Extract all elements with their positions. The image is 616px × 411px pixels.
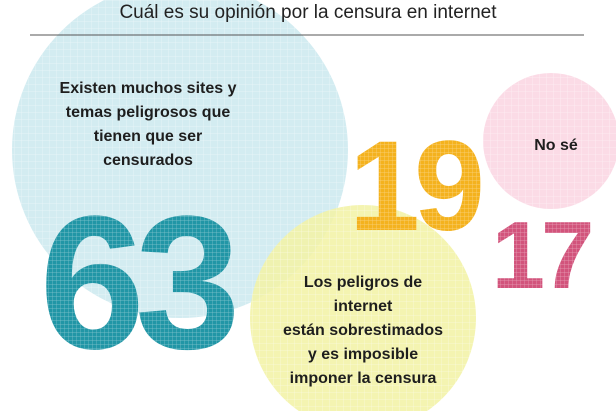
bubble-grid-63 bbox=[12, 0, 348, 318]
labels-layer: Existen muchos sites y temas peligrosos q… bbox=[60, 80, 578, 387]
value-label-texture-19: 19 bbox=[349, 115, 481, 258]
bubble-grid-19 bbox=[250, 205, 476, 411]
value-label-texture-63: 63 bbox=[39, 177, 234, 389]
chart-title: Cuál es su opinión por la censura en int… bbox=[119, 2, 497, 23]
category-label-63: Existen muchos sites y temas peligrosos q… bbox=[60, 80, 237, 169]
bubble-grid-17 bbox=[483, 73, 616, 209]
category-label-17: No sé bbox=[534, 137, 578, 154]
value-label-63: 63 bbox=[39, 177, 234, 389]
value-label-texture-17: 17 bbox=[492, 202, 591, 309]
bubbles-layer bbox=[12, 0, 616, 411]
value-label-19: 19 bbox=[349, 115, 481, 258]
category-label-19: Los peligros de internet están sobrestimad… bbox=[283, 274, 443, 387]
value-label-17: 17 bbox=[492, 202, 591, 309]
